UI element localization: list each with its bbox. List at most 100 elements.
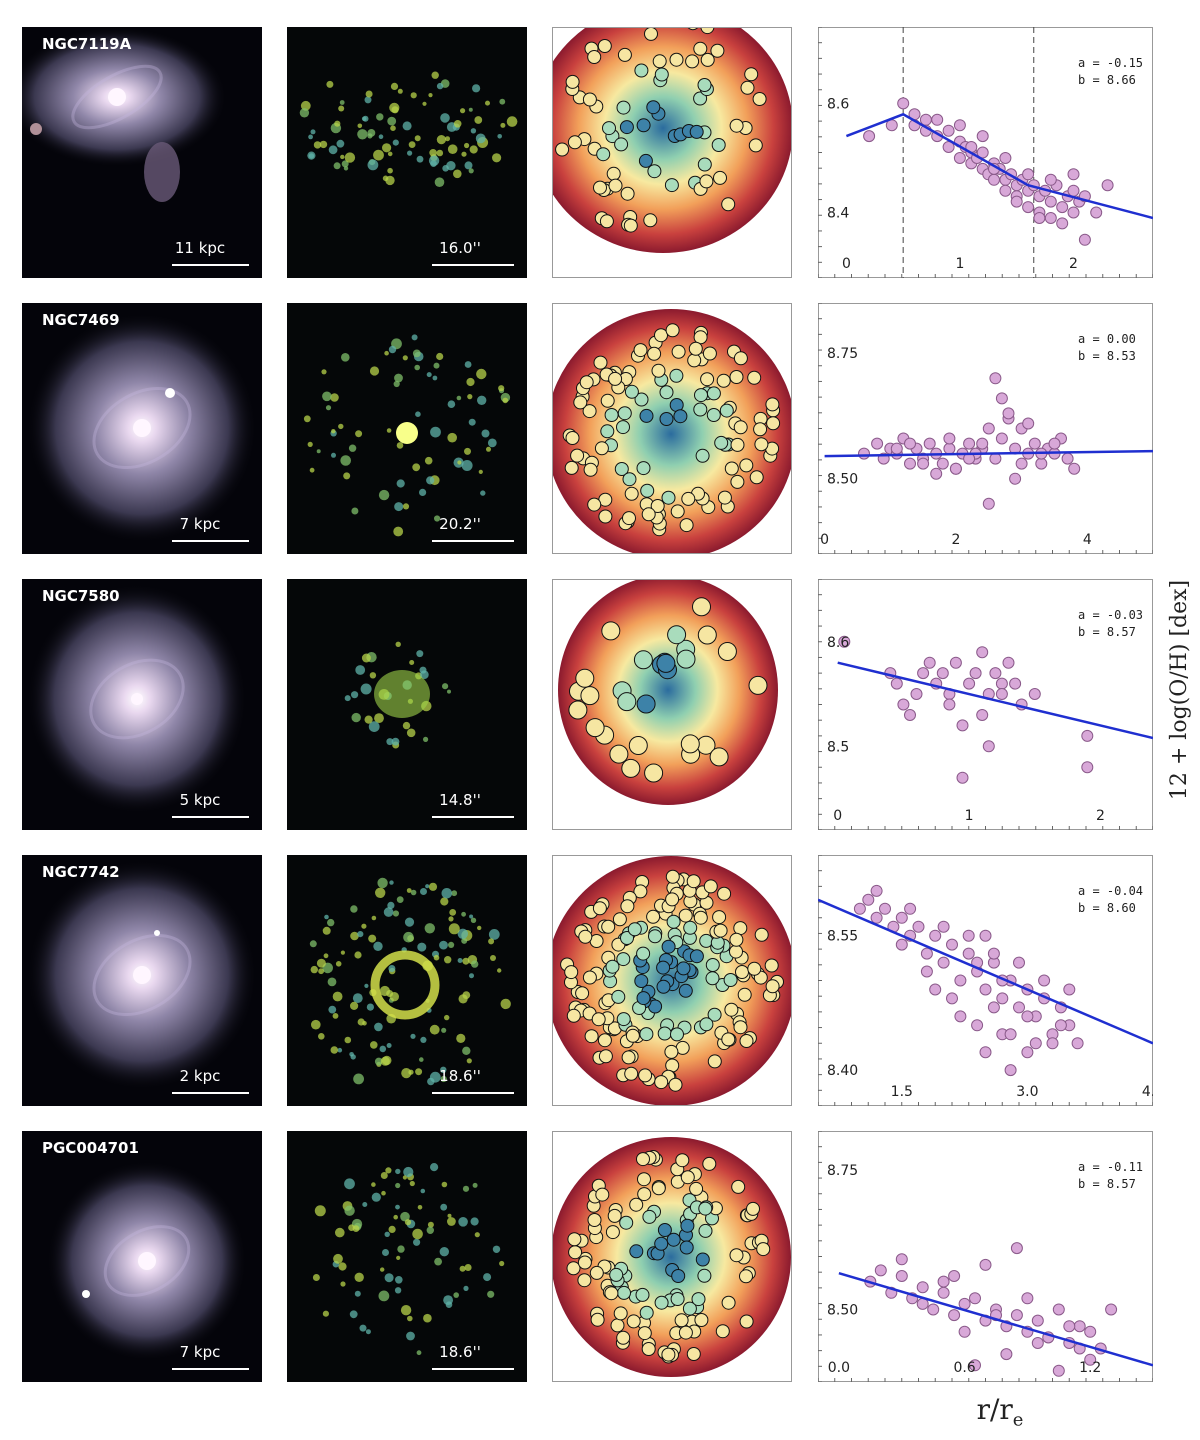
y-tick-label: 8.6 bbox=[827, 635, 849, 651]
hii-region-marker bbox=[584, 1029, 599, 1044]
emission-knot bbox=[457, 928, 468, 939]
hii-region-point bbox=[1052, 1303, 1065, 1316]
hii-region-marker bbox=[601, 621, 621, 641]
hii-region-point bbox=[895, 1270, 908, 1282]
hii-region-marker bbox=[575, 668, 595, 688]
emission-image-panel: 18.6'' bbox=[287, 1131, 527, 1382]
hii-region-marker bbox=[749, 470, 764, 485]
hii-region-marker bbox=[642, 1209, 657, 1224]
plot-frame bbox=[818, 1131, 1153, 1382]
hii-region-marker bbox=[620, 931, 634, 945]
hii-region-marker bbox=[765, 979, 780, 994]
emission-knot bbox=[448, 916, 454, 922]
hii-region-point bbox=[956, 719, 969, 732]
hii-region-marker bbox=[579, 375, 594, 390]
hii-region-point bbox=[890, 677, 903, 690]
hii-region-marker bbox=[717, 642, 737, 661]
hii-region-point bbox=[920, 947, 933, 960]
hii-region-point bbox=[1078, 233, 1091, 246]
emission-knot bbox=[483, 1273, 492, 1282]
galaxy-name: NGC7469 bbox=[42, 311, 120, 329]
hii-region-marker bbox=[683, 920, 698, 935]
emission-knot bbox=[316, 449, 321, 454]
hii-region-point bbox=[1021, 1292, 1034, 1305]
emission-knot bbox=[500, 122, 506, 128]
emission-knot bbox=[487, 438, 497, 448]
emission-knot bbox=[448, 941, 455, 948]
hii-region-point bbox=[1068, 462, 1081, 475]
x-tick-label: 0 bbox=[842, 256, 851, 272]
hii-region-point bbox=[954, 974, 967, 987]
emission-knot bbox=[456, 1033, 466, 1043]
emission-knot bbox=[351, 691, 359, 699]
hii-region-point bbox=[989, 667, 1002, 680]
hii-region-point bbox=[1071, 1037, 1084, 1050]
hii-region-marker bbox=[617, 1285, 631, 1300]
hii-region-point bbox=[1031, 1314, 1044, 1327]
hii-region-marker bbox=[614, 462, 629, 476]
fit-coefficient-label: b = 8.66 bbox=[1078, 73, 1136, 87]
emission-knot bbox=[360, 683, 372, 695]
hii-region-point bbox=[969, 667, 982, 680]
y-tick-label: 8.75 bbox=[827, 346, 858, 362]
hii-region-marker bbox=[689, 949, 704, 964]
hii-region-marker bbox=[729, 944, 743, 959]
hii-region-marker bbox=[637, 1187, 652, 1202]
x-axis-label-sub: e bbox=[1012, 1409, 1024, 1431]
hii-region-point bbox=[1044, 212, 1057, 224]
hii-region-point bbox=[989, 372, 1002, 385]
hii-region-marker bbox=[654, 1295, 669, 1310]
emission-knot bbox=[459, 1265, 466, 1272]
hii-region-marker bbox=[695, 448, 710, 463]
emission-knot bbox=[381, 1190, 386, 1196]
hii-region-marker bbox=[713, 923, 728, 938]
hii-region-point bbox=[949, 656, 962, 669]
emission-knot bbox=[485, 100, 490, 106]
hii-region-marker bbox=[710, 43, 725, 58]
optical-image-panel: PGC004701 7 kpc bbox=[22, 1131, 262, 1382]
emission-knot bbox=[431, 71, 439, 79]
emission-knot bbox=[373, 941, 383, 951]
fit-coefficient-label: a = -0.15 bbox=[1078, 56, 1143, 70]
hii-region-marker bbox=[659, 385, 674, 400]
hii-region-point bbox=[858, 447, 870, 460]
hii-region-marker bbox=[753, 422, 768, 437]
hii-region-point bbox=[956, 771, 969, 784]
emission-knot bbox=[371, 915, 377, 921]
hii-region-marker bbox=[656, 653, 676, 673]
hii-region-point bbox=[979, 1258, 992, 1271]
emission-knot bbox=[419, 1057, 424, 1062]
emission-knot bbox=[309, 467, 315, 473]
hii-region-point bbox=[1015, 457, 1028, 470]
emission-knot bbox=[387, 167, 393, 174]
hii-region-point bbox=[895, 911, 908, 924]
hii-region-marker bbox=[744, 67, 759, 82]
emission-knot bbox=[447, 400, 456, 408]
emission-knot bbox=[422, 101, 427, 106]
emission-knot bbox=[314, 1205, 326, 1217]
emission-knot bbox=[310, 965, 318, 974]
hii-region-marker bbox=[582, 970, 597, 985]
emission-knot bbox=[462, 1046, 471, 1055]
hii-region-marker bbox=[577, 1273, 592, 1288]
emission-knot bbox=[351, 712, 361, 723]
fit-coefficient-label: a = -0.04 bbox=[1078, 884, 1143, 898]
hii-region-point bbox=[1033, 212, 1046, 224]
hii-region-point bbox=[937, 956, 950, 969]
emission-knot bbox=[458, 1217, 468, 1227]
hii-region-point bbox=[1056, 217, 1069, 230]
hii-region-marker bbox=[670, 1027, 684, 1042]
hii-region-point bbox=[1052, 1364, 1065, 1377]
emission-knot bbox=[374, 1057, 383, 1066]
hii-region-marker bbox=[617, 406, 632, 421]
hii-region-marker bbox=[699, 174, 714, 189]
hii-region-point bbox=[937, 1275, 950, 1288]
emission-knot bbox=[471, 960, 479, 968]
hii-region-marker bbox=[669, 368, 684, 383]
emission-knot bbox=[428, 882, 438, 891]
emission-knot bbox=[445, 1301, 453, 1308]
x-tick-label: 1.5 bbox=[891, 1084, 913, 1100]
hii-region-point bbox=[1048, 437, 1061, 450]
hii-region-point bbox=[937, 920, 950, 933]
emission-knot bbox=[480, 490, 486, 496]
